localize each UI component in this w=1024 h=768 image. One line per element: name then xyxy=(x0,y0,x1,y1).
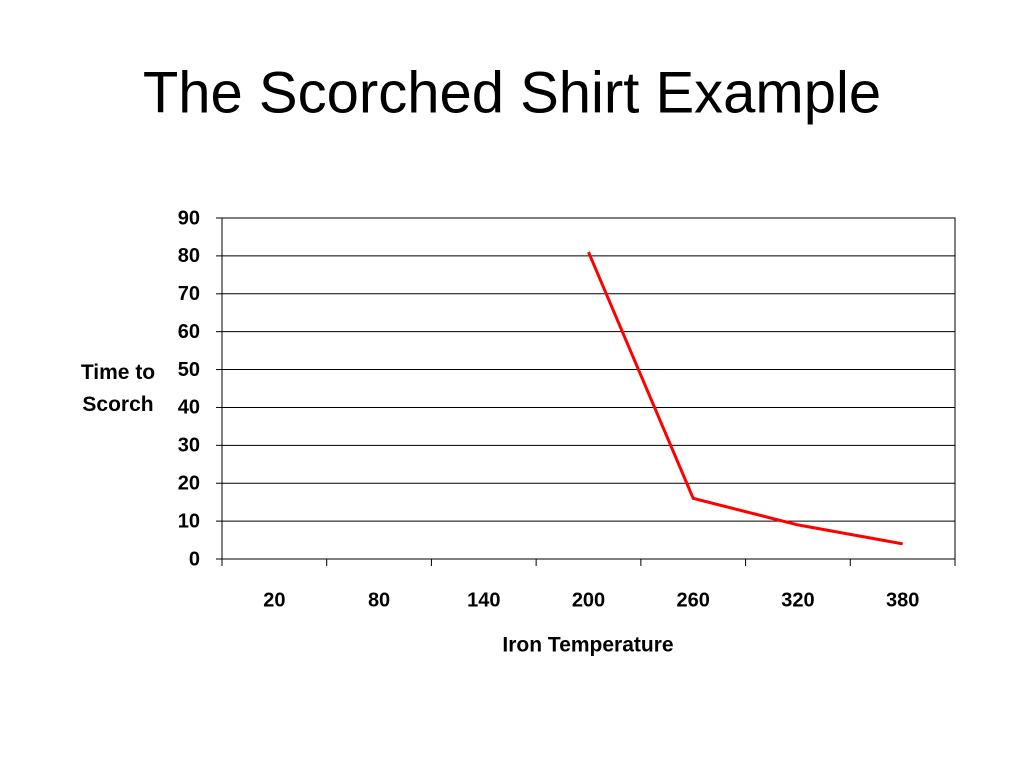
y-tick-label: 40 xyxy=(178,397,200,419)
chart-title: The Scorched Shirt Example xyxy=(143,60,881,125)
y-tick-label: 20 xyxy=(178,473,200,495)
y-tick-label: 90 xyxy=(178,207,200,229)
y-tick-label: 0 xyxy=(189,548,200,570)
x-tick-label: 20 xyxy=(263,589,285,611)
data-line xyxy=(587,251,903,546)
y-tick-label: 10 xyxy=(178,510,200,532)
x-tick-label: 140 xyxy=(467,589,500,611)
x-axis-label: Iron Temperature xyxy=(502,634,673,657)
y-tick-label: 60 xyxy=(178,321,200,343)
x-tick-label: 80 xyxy=(368,589,390,611)
y-tick-label: 50 xyxy=(178,359,200,381)
plot-frame xyxy=(221,217,956,560)
x-tick-label: 380 xyxy=(886,589,919,611)
y-axis-label: Time to Scorch xyxy=(80,361,156,416)
y-tick-label: 70 xyxy=(178,283,200,305)
x-tick-label: 200 xyxy=(572,589,605,611)
y-tick-label: 80 xyxy=(178,245,200,267)
x-tick-label: 320 xyxy=(781,589,814,611)
y-tick-label: 30 xyxy=(178,435,200,457)
x-tick-label: 260 xyxy=(677,589,710,611)
